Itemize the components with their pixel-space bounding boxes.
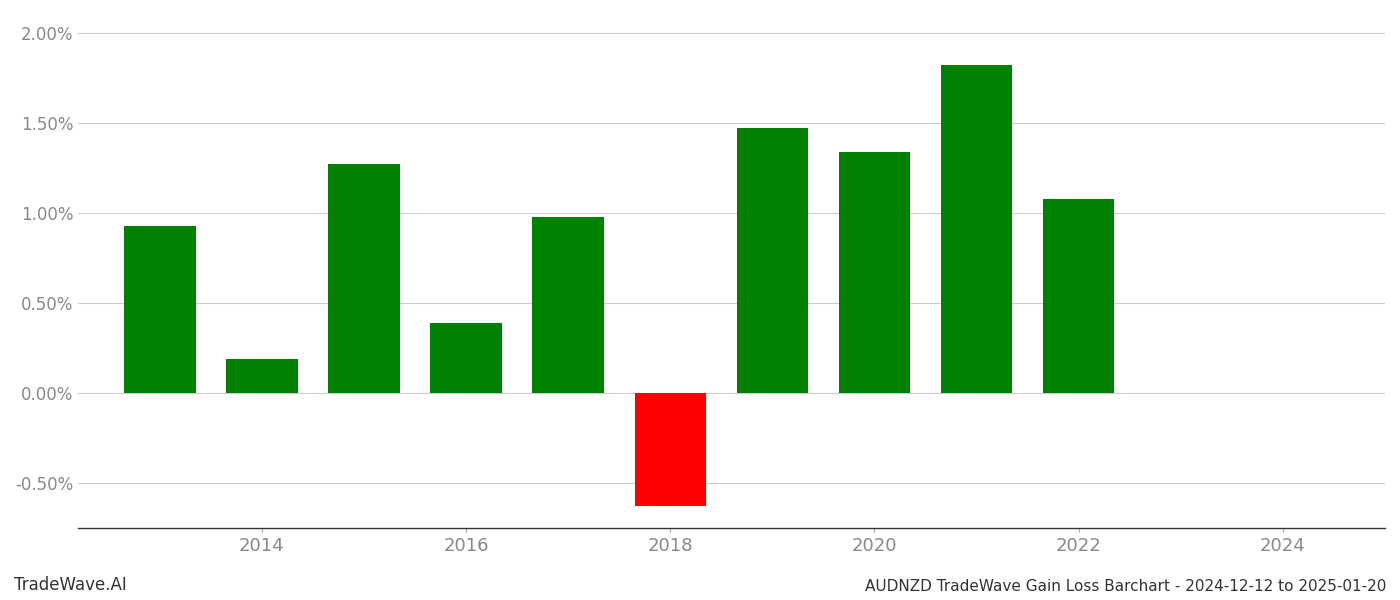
Bar bbox=[941, 65, 1012, 393]
Bar bbox=[839, 152, 910, 393]
Bar bbox=[227, 359, 298, 393]
Bar bbox=[736, 128, 808, 393]
Text: AUDNZD TradeWave Gain Loss Barchart - 2024-12-12 to 2025-01-20: AUDNZD TradeWave Gain Loss Barchart - 20… bbox=[865, 579, 1386, 594]
Bar bbox=[430, 323, 501, 393]
Bar bbox=[328, 164, 400, 393]
Bar bbox=[125, 226, 196, 393]
Bar bbox=[634, 393, 706, 506]
Text: TradeWave.AI: TradeWave.AI bbox=[14, 576, 127, 594]
Bar bbox=[1043, 199, 1114, 393]
Bar bbox=[532, 217, 603, 393]
